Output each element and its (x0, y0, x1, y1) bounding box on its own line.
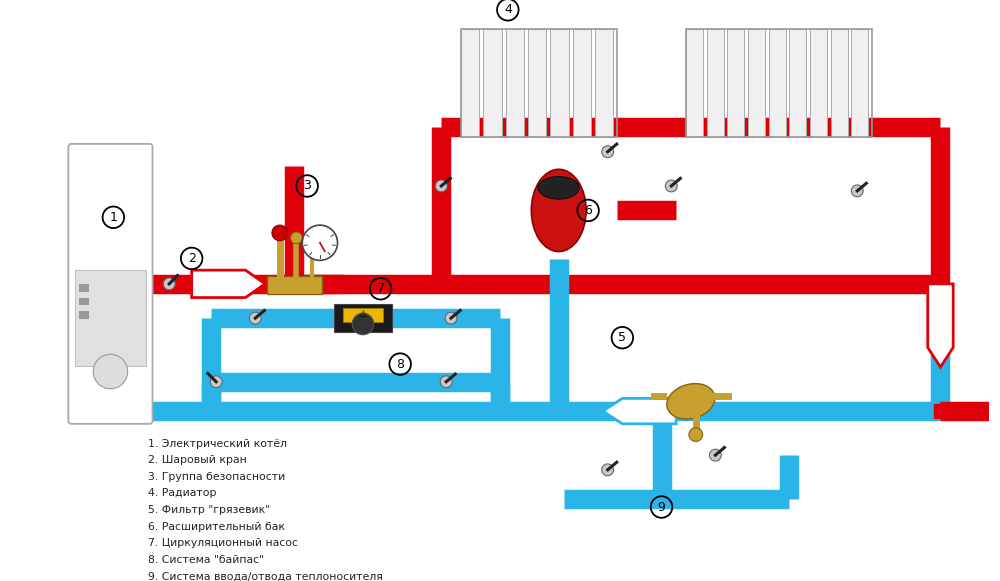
Circle shape (163, 278, 175, 290)
Circle shape (440, 376, 452, 388)
Circle shape (210, 376, 222, 388)
Text: 1: 1 (109, 211, 117, 224)
Text: 4. Радиатор: 4. Радиатор (148, 489, 216, 498)
Circle shape (272, 225, 288, 241)
Circle shape (851, 185, 863, 197)
Text: 6. Расширительный бак: 6. Расширительный бак (148, 522, 285, 532)
Text: 5: 5 (618, 331, 626, 344)
Text: 1. Электрический котёл: 1. Электрический котёл (148, 439, 287, 449)
Circle shape (602, 464, 614, 476)
Bar (686, 30, 872, 137)
Bar (75, 270, 146, 366)
Circle shape (602, 146, 614, 157)
Bar (934, 404, 992, 418)
Bar (343, 309, 383, 322)
Circle shape (709, 449, 721, 461)
Text: 3: 3 (303, 180, 311, 192)
Polygon shape (192, 270, 265, 297)
Text: 6: 6 (584, 204, 592, 217)
Text: 2: 2 (188, 252, 196, 265)
Text: 8. Система "байпас": 8. Система "байпас" (148, 555, 264, 565)
Bar (748, 30, 765, 137)
Bar (810, 30, 827, 137)
Text: 7. Циркуляционный насос: 7. Циркуляционный насос (148, 539, 298, 548)
Circle shape (352, 313, 374, 335)
Bar (483, 30, 502, 137)
Circle shape (291, 232, 302, 243)
Circle shape (249, 312, 261, 324)
Ellipse shape (538, 177, 579, 199)
FancyBboxPatch shape (68, 144, 153, 424)
Bar (267, 276, 322, 293)
Text: 3. Группа безопасности: 3. Группа безопасности (148, 472, 285, 482)
Bar (461, 30, 479, 137)
Bar (528, 30, 546, 137)
Bar (686, 30, 703, 137)
Circle shape (689, 428, 703, 442)
Bar (851, 30, 868, 137)
Bar (727, 30, 744, 137)
Bar (334, 304, 392, 332)
Ellipse shape (531, 169, 586, 252)
Bar (79, 284, 89, 292)
Text: 7: 7 (377, 282, 385, 295)
Circle shape (302, 225, 338, 260)
Bar (789, 30, 806, 137)
Bar (707, 30, 724, 137)
Bar (550, 30, 569, 137)
Bar (573, 30, 591, 137)
Circle shape (665, 180, 677, 192)
Text: 8: 8 (396, 358, 404, 371)
Ellipse shape (667, 383, 715, 419)
Bar (506, 30, 524, 137)
Bar (79, 311, 89, 319)
Text: ⚠: ⚠ (359, 309, 367, 319)
Text: 9: 9 (658, 500, 665, 514)
Circle shape (93, 354, 128, 389)
Text: 2. Шаровый кран: 2. Шаровый кран (148, 455, 246, 465)
Bar (595, 30, 613, 137)
Circle shape (435, 180, 447, 192)
Circle shape (445, 312, 457, 324)
Polygon shape (928, 284, 953, 367)
Bar (831, 30, 848, 137)
Text: 9. Система ввода/отвода теплоносителя: 9. Система ввода/отвода теплоносителя (148, 572, 383, 581)
Bar (461, 30, 617, 137)
Bar (769, 30, 786, 137)
Text: 4: 4 (504, 3, 512, 16)
Polygon shape (603, 399, 676, 424)
Bar (79, 297, 89, 306)
Text: 5. Фильтр "грязевик": 5. Фильтр "грязевик" (148, 505, 270, 515)
